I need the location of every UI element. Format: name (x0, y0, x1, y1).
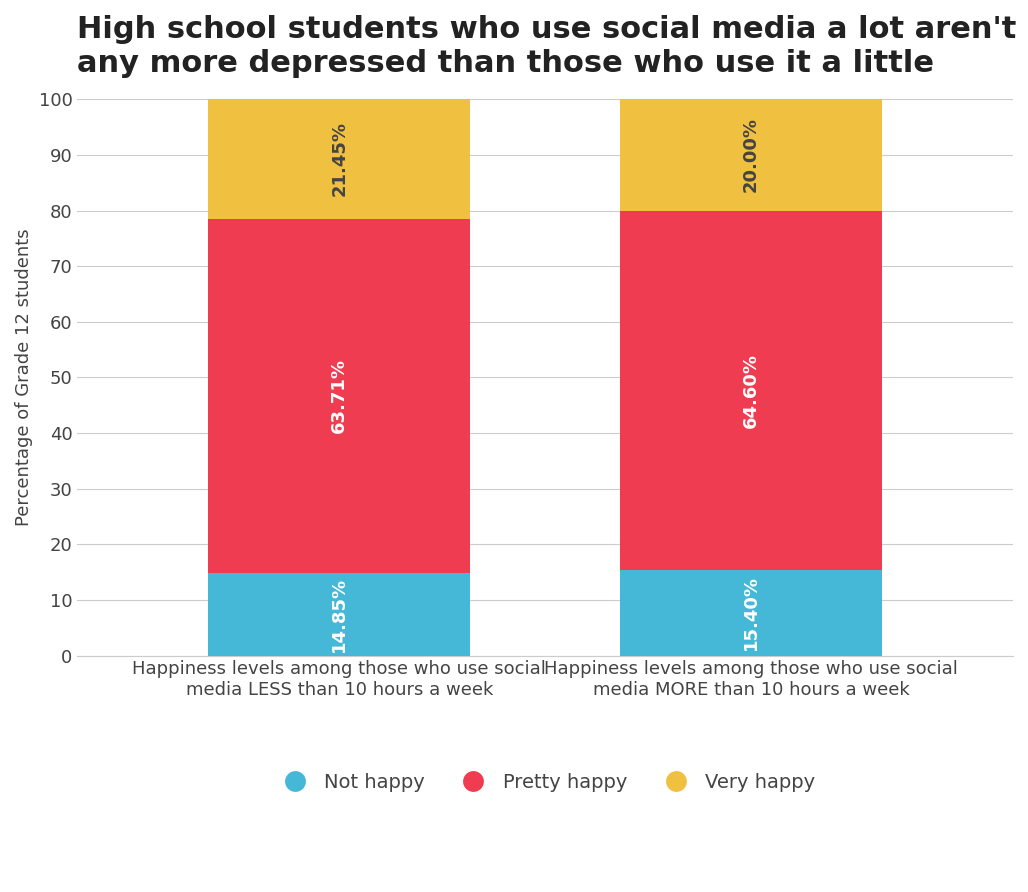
Text: 14.85%: 14.85% (330, 577, 348, 652)
Text: 20.00%: 20.00% (742, 118, 760, 193)
Bar (209, 219, 470, 573)
Text: 63.71%: 63.71% (330, 359, 348, 434)
Text: 64.60%: 64.60% (742, 352, 760, 428)
Bar (620, 211, 882, 570)
Text: High school students who use social media a lot aren't
any more depressed than t: High school students who use social medi… (77, 15, 1017, 78)
Bar (209, 99, 470, 219)
Text: 15.40%: 15.40% (742, 575, 760, 650)
Legend: Not happy, Pretty happy, Very happy: Not happy, Pretty happy, Very happy (267, 765, 822, 800)
Bar (620, 99, 882, 211)
Text: 21.45%: 21.45% (330, 121, 348, 196)
Bar (209, 573, 470, 656)
Bar (620, 570, 882, 656)
Y-axis label: Percentage of Grade 12 students: Percentage of Grade 12 students (15, 228, 33, 526)
